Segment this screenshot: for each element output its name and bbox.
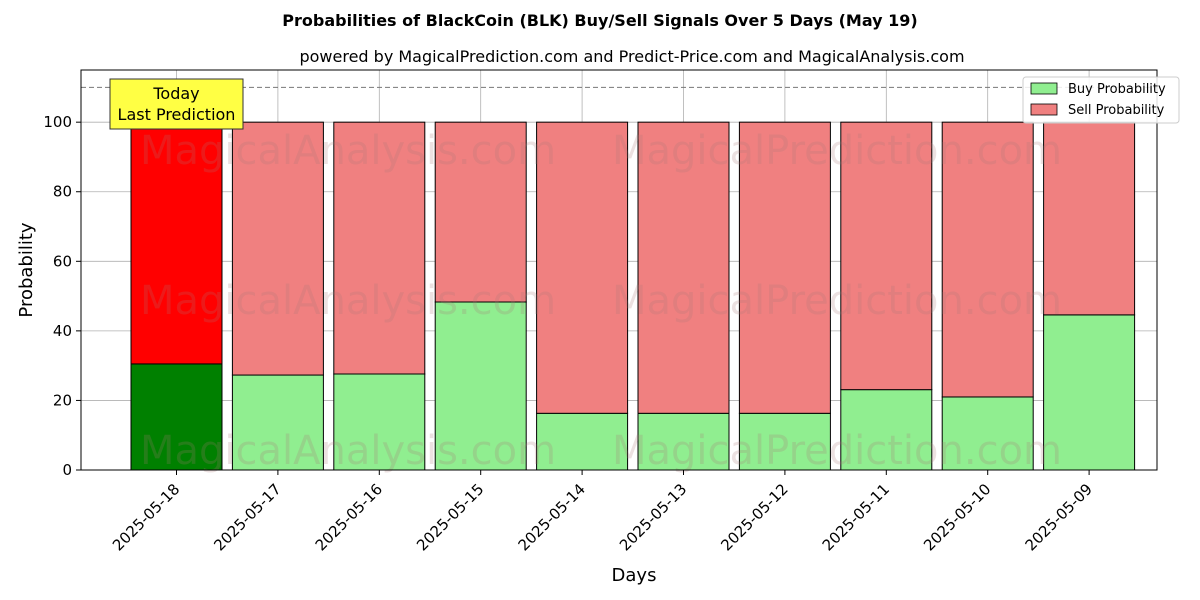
x-axis-ticks: 2025-05-18 2025-05-17 2025-05-16 2025-05-15… [109, 470, 1096, 554]
annotation-line-2: Last Prediction [118, 105, 236, 124]
watermark-text-1-0: MagicalAnalysis.com [140, 278, 556, 324]
watermark-text-0-0: MagicalAnalysis.com [140, 128, 556, 174]
bar-buy-2025-05-13 [637, 412, 730, 471]
bar-sell-2025-05-13 [637, 121, 730, 414]
chart-title: Probabilities of BlackCoin (BLK) Buy/Sel… [282, 11, 917, 30]
x-tick-label-4: 2025-05-14 [515, 480, 589, 554]
annotation-box [109, 78, 244, 130]
bar-buy-2025-05-09 [1043, 314, 1136, 471]
y-tick-label-4: 80 [53, 183, 72, 201]
bar-buy-2025-05-11 [840, 389, 933, 471]
legend-swatch-sell [1030, 103, 1058, 116]
legend-box [1022, 76, 1180, 124]
y-tick-label-2: 40 [53, 322, 72, 340]
today-annotation: Today Last Prediction [109, 78, 244, 130]
bar-buy-2025-05-12 [738, 412, 831, 471]
annotation-line-1: Today [152, 84, 199, 103]
x-tick-label-2: 2025-05-16 [312, 480, 386, 554]
x-tick-label-1: 2025-05-17 [210, 480, 284, 554]
bar-sell-2025-05-10 [941, 121, 1034, 398]
bar-sell-2025-05-12 [738, 121, 831, 414]
chart-subtitle: powered by MagicalPrediction.com and Pre… [299, 47, 964, 66]
watermark-text-2-1: MagicalPrediction.com [612, 428, 1062, 474]
x-tick-label-3: 2025-05-15 [413, 480, 487, 554]
watermark-text-1-1: MagicalPrediction.com [612, 278, 1062, 324]
legend-label-sell: Sell Probability [1068, 103, 1165, 118]
bar-buy-2025-05-16 [333, 373, 426, 471]
bar-sell-2025-05-18 [130, 121, 223, 365]
bar-sell-2025-05-11 [840, 121, 933, 391]
bar-sell-2025-05-09 [1043, 121, 1136, 316]
x-tick-label-8: 2025-05-10 [920, 480, 994, 554]
bar-sell-2025-05-16 [333, 121, 426, 375]
x-tick-label-5: 2025-05-13 [616, 480, 690, 554]
legend-label-buy: Buy Probability [1068, 82, 1166, 97]
bar-buy-2025-05-18 [130, 363, 223, 471]
bar-sell-2025-05-17 [231, 121, 324, 376]
bars [130, 121, 1136, 471]
watermark-text-0-1: MagicalPrediction.com [612, 128, 1062, 174]
bar-buy-2025-05-14 [536, 412, 629, 471]
x-tick-label-7: 2025-05-11 [819, 480, 893, 554]
y-tick-label-3: 60 [53, 252, 72, 270]
y-tick-label-1: 20 [53, 391, 72, 409]
x-tick-label-6: 2025-05-12 [717, 480, 791, 554]
bar-sell-2025-05-15 [434, 121, 527, 303]
bar-sell-2025-05-14 [536, 121, 629, 414]
x-tick-label-9: 2025-05-09 [1022, 480, 1096, 554]
y-tick-label-0: 0 [62, 461, 72, 479]
bar-buy-2025-05-15 [434, 301, 527, 471]
legend: Buy Probability Sell Probability [1022, 76, 1180, 124]
y-axis-label: Probability [16, 222, 37, 317]
y-tick-label-5: 100 [43, 113, 72, 131]
bar-buy-2025-05-10 [941, 396, 1034, 471]
watermark-text-2-0: MagicalAnalysis.com [140, 428, 556, 474]
y-axis-ticks: 0 20 40 60 80 100 [43, 113, 81, 479]
x-tick-label-0: 2025-05-18 [109, 480, 183, 554]
plot-frame [80, 69, 1158, 471]
x-axis-label: Days [612, 565, 657, 586]
legend-swatch-buy [1030, 82, 1058, 95]
watermarks: MagicalAnalysis.com MagicalPrediction.com… [140, 128, 1062, 474]
